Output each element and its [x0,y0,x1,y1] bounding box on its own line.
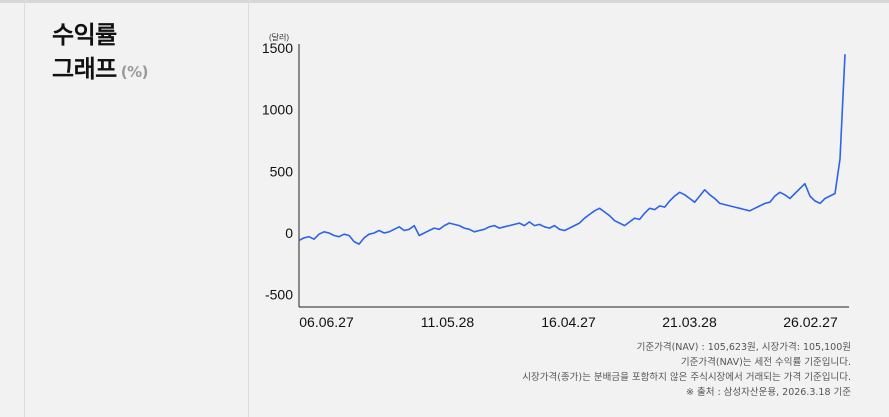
note-market-price: 시장가격(종가)는 분배금을 포함하지 않은 주식시장에서 거래되는 가격 기준… [522,372,851,383]
series-line-0 [298,54,846,245]
returns-chart: (달러) 1500 1000 500 0 -500 06.06.27 11.05.28 16.0… [255,28,865,338]
column-divider [248,0,249,417]
y-tick-label: -500 [265,287,293,303]
x-tick-label: 16.04.27 [541,314,596,330]
y-unit-label: (달러) [269,33,289,42]
x-tick-label: 06.06.27 [299,314,354,330]
y-tick-label: 0 [285,225,293,241]
x-tick-label: 21.03.28 [662,314,717,330]
note-nav-basis: 기준가격(NAV)는 세전 수익률 기준입니다. [680,357,851,368]
heading-line-2-text: 그래프 [52,55,117,83]
heading-line-1: 수익률 [52,21,117,49]
x-tick-label: 11.05.28 [421,314,475,330]
y-tick-label: 1000 [262,102,293,118]
y-tick-label: 1500 [262,40,293,56]
heading-line-2: 그래프 (%) [52,52,149,89]
y-tick-label: 500 [270,163,294,179]
left-rule [24,0,25,417]
footnotes: 기준가격(NAV) : 105,623원, 시장가격: 105,100원 기준가… [522,340,851,400]
chart-svg: (달러)1500 1000 500 0 -500 06.06.27 11.05.28 16.0… [262,33,849,330]
heading-unit: (%) [120,63,149,81]
note-source: ※ 출처 : 삼성자산운용, 2026.3.18 기준 [685,387,851,398]
section-heading: 수익률 그래프 (%) [52,18,149,89]
note-nav: 기준가격(NAV) : 105,623원, 시장가격: 105,100원 [636,342,851,353]
x-tick-label: 26.02.27 [783,314,838,330]
